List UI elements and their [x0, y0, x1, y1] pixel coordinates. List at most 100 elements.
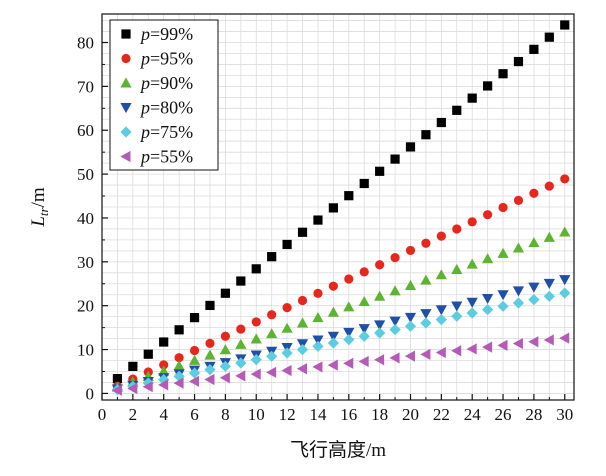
data-point: [374, 327, 386, 339]
data-point: [189, 313, 200, 323]
data-point: [266, 350, 278, 362]
y-tick-label: 80: [77, 34, 94, 53]
data-point: [559, 275, 571, 286]
data-point: [374, 290, 386, 301]
data-point: [204, 373, 215, 386]
data-point: [559, 332, 570, 344]
data-point: [404, 320, 417, 332]
data-point: [498, 69, 508, 79]
data-point: [389, 316, 401, 327]
legend-prefix: p: [139, 73, 150, 93]
data-point: [528, 282, 540, 293]
data-point: [142, 381, 153, 393]
legend-marker: [120, 103, 132, 114]
data-point: [281, 347, 293, 359]
data-point: [421, 238, 431, 248]
data-point: [111, 384, 122, 396]
x-tick-label: 16: [340, 405, 357, 424]
legend-label: =80%: [150, 98, 193, 118]
x-tick-label: 20: [402, 405, 419, 424]
x-tick-label: 12: [279, 405, 296, 424]
data-point: [544, 181, 554, 191]
legend-prefix: p: [139, 98, 150, 118]
series-1: [112, 20, 570, 384]
data-point: [173, 370, 185, 382]
data-point: [328, 203, 338, 213]
data-point: [375, 260, 385, 270]
data-point: [112, 373, 123, 384]
data-point: [188, 367, 201, 379]
legend-entry: p=55%: [139, 147, 193, 167]
data-point: [205, 300, 215, 311]
data-point: [420, 274, 432, 285]
data-point: [267, 252, 277, 262]
x-tick-label: 28: [525, 405, 542, 424]
data-point: [143, 349, 153, 359]
data-point: [312, 335, 324, 346]
data-point: [544, 32, 554, 42]
x-tick-label: 8: [221, 405, 230, 424]
plot-frame: [101, 13, 575, 401]
data-point: [159, 360, 169, 370]
data-point: [420, 317, 432, 329]
data-point: [158, 365, 170, 376]
data-point: [389, 285, 401, 296]
data-point: [235, 357, 247, 369]
data-point: [281, 322, 293, 333]
data-point: [543, 278, 555, 289]
data-point: [235, 338, 247, 349]
data-point: [467, 93, 477, 103]
data-point: [435, 314, 447, 326]
y-axis-title-main: L: [28, 216, 49, 228]
data-point: [452, 105, 462, 115]
data-point: [375, 166, 385, 176]
data-point: [482, 253, 494, 264]
data-point: [343, 327, 355, 339]
data-point: [159, 337, 169, 347]
data-point: [435, 305, 447, 316]
data-point: [482, 304, 494, 316]
x-tick-label: 26: [495, 405, 512, 424]
x-tick-label: 0: [98, 405, 107, 424]
x-tick-label: 10: [248, 405, 265, 424]
data-point: [343, 301, 355, 312]
data-point: [451, 345, 462, 357]
data-point: [529, 44, 539, 54]
data-point: [219, 372, 230, 384]
data-point: [497, 300, 509, 312]
data-point: [435, 346, 446, 359]
data-point: [236, 324, 246, 334]
legend-prefix: p: [139, 49, 150, 69]
data-point: [358, 324, 370, 335]
data-point: [452, 224, 462, 234]
x-tick-label: 30: [556, 405, 573, 424]
data-point: [220, 331, 230, 341]
data-point: [451, 301, 463, 312]
data-point: [250, 368, 261, 380]
data-point: [236, 276, 246, 286]
y-tick-label: 20: [77, 297, 94, 316]
legend-label: =95%: [150, 49, 193, 69]
data-point: [296, 317, 309, 328]
data-point: [127, 382, 138, 395]
y-axis-title-unit: /m: [28, 187, 49, 207]
data-point: [250, 354, 262, 366]
data-point: [219, 360, 231, 372]
data-point: [404, 279, 417, 290]
data-point: [188, 375, 200, 387]
data-point: [466, 307, 478, 319]
data-point: [359, 178, 369, 189]
x-tick-label: 14: [309, 405, 327, 424]
data-point: [344, 191, 354, 201]
legend-entry: p=75%: [139, 122, 193, 142]
data-point: [528, 336, 539, 348]
data-point: [436, 231, 446, 241]
data-point: [466, 297, 478, 308]
legend-prefix: p: [139, 24, 150, 44]
y-tick-label: 30: [77, 253, 94, 272]
data-point: [498, 202, 508, 213]
y-axis-title: Ltr/m: [28, 187, 51, 228]
data-point: [560, 20, 570, 30]
data-point: [451, 263, 463, 274]
